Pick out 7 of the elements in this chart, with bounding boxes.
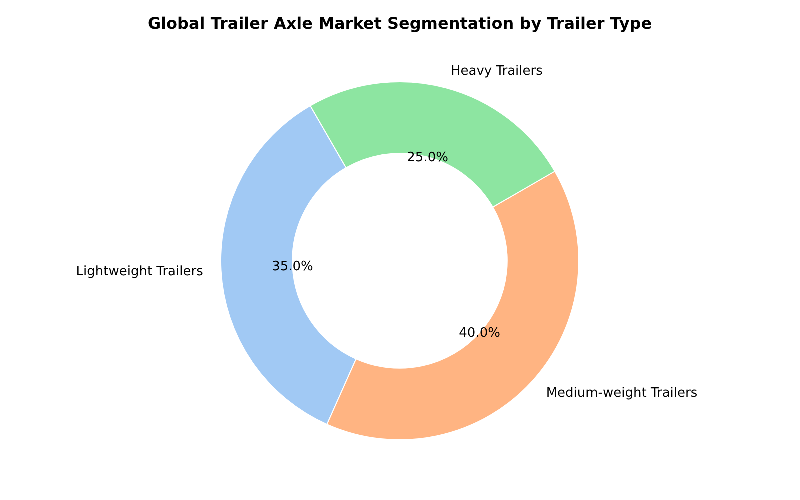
slice-label: Heavy Trailers bbox=[450, 64, 544, 79]
data-label: 35.0% bbox=[272, 260, 314, 275]
slice-label: Lightweight Trailers bbox=[76, 264, 204, 280]
slice-label: Medium-weight Trailers bbox=[546, 386, 698, 401]
chart-title: Global Trailer Axle Market Segmentation by Trailer Type bbox=[148, 14, 652, 33]
data-label: 40.0% bbox=[459, 326, 500, 341]
data-label: 25.0% bbox=[407, 150, 448, 166]
